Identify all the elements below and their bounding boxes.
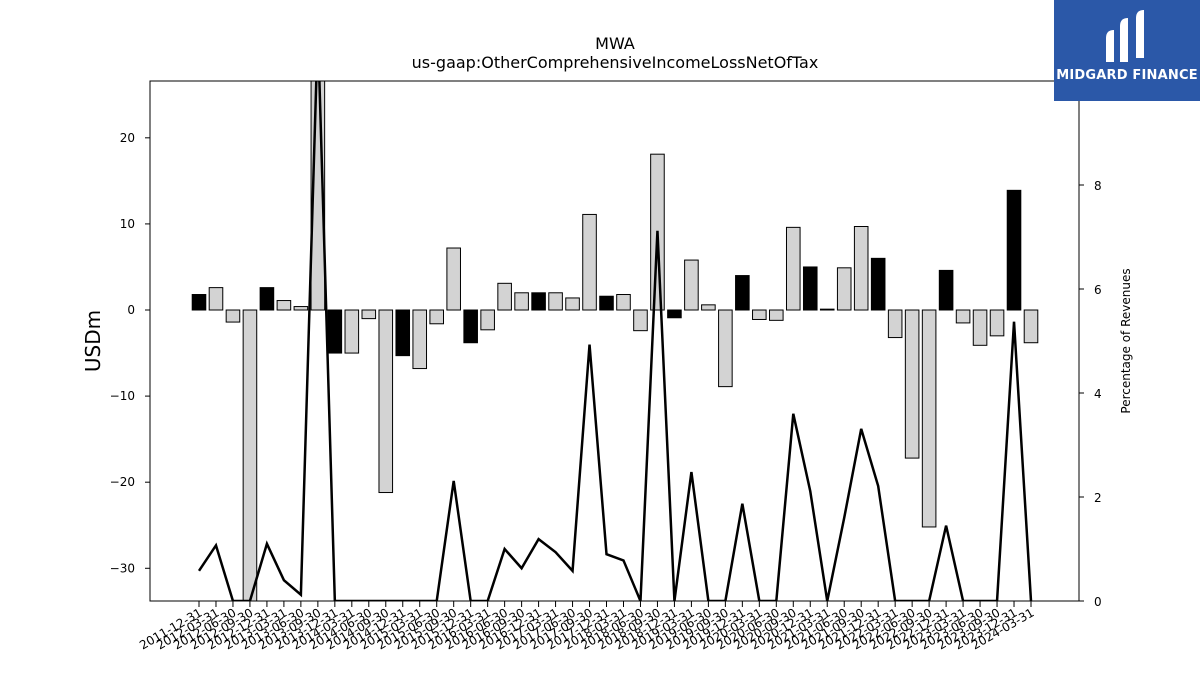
bar <box>684 259 699 311</box>
bar <box>904 309 920 459</box>
bar-series <box>191 81 1039 601</box>
x-axis: 2011-12-312012-03-312012-06-302012-09-30… <box>137 601 1037 652</box>
bar <box>616 294 631 311</box>
bar <box>870 257 886 311</box>
y2-tick-label: 4 <box>1094 387 1102 401</box>
y2-axis: 0 2 4 6 8 <box>1079 179 1102 609</box>
bar <box>633 309 648 332</box>
bar <box>361 309 377 320</box>
bar <box>921 309 937 528</box>
bar <box>531 292 546 311</box>
logo-text: MIDGARD FINANCE <box>1056 68 1198 83</box>
bar <box>327 309 343 354</box>
bar <box>667 309 682 319</box>
bar <box>242 309 258 601</box>
revenue-percentage-line <box>197 81 1033 601</box>
bar <box>480 309 495 331</box>
bar <box>395 309 411 357</box>
y-tick-label: −30 <box>110 561 135 575</box>
bar <box>599 295 614 311</box>
line-series <box>197 81 1033 601</box>
bar <box>836 267 852 311</box>
bar <box>429 309 445 325</box>
bar <box>938 269 954 311</box>
bar <box>701 304 716 311</box>
bar <box>293 306 309 311</box>
plot-frame <box>149 80 1080 602</box>
bar <box>259 287 275 311</box>
bar <box>582 213 597 311</box>
y-tick-label: 0 <box>127 303 135 317</box>
bar <box>972 309 988 346</box>
bar <box>191 294 207 311</box>
y-tick-label: −10 <box>110 389 135 403</box>
bar <box>735 275 750 311</box>
bar <box>276 300 292 311</box>
bar <box>853 226 869 311</box>
y-tick-label: −20 <box>110 475 135 489</box>
y2-tick-label: 0 <box>1094 595 1102 609</box>
bar <box>412 309 428 370</box>
bar <box>548 292 563 311</box>
bar <box>208 287 224 311</box>
bar <box>785 226 801 311</box>
bar <box>514 292 529 311</box>
bar <box>446 247 461 311</box>
y-tick-label: 20 <box>120 131 135 145</box>
midgard-logo-icon <box>1106 10 1144 62</box>
chart-subtitle: us-gaap:OtherComprehensiveIncomeLossNetO… <box>412 53 819 72</box>
y2-axis-label: Percentage of Revenues <box>1119 268 1133 413</box>
bar <box>989 309 1005 337</box>
y-axis-label: USDm <box>81 310 105 372</box>
bar <box>344 309 360 354</box>
y2-tick-label: 2 <box>1094 491 1102 505</box>
bar <box>565 297 580 311</box>
bar <box>463 309 478 344</box>
bar <box>955 309 971 324</box>
y2-tick-label: 6 <box>1094 283 1102 297</box>
bar <box>752 309 767 320</box>
midgard-finance-logo: MIDGARD FINANCE <box>1054 0 1200 101</box>
y-axis: 20 10 0 −10 −20 −30 <box>110 131 150 575</box>
chart-title: MWA <box>595 34 635 53</box>
bar <box>497 282 512 311</box>
bar <box>819 308 835 311</box>
bar <box>718 309 733 388</box>
bar <box>225 309 241 323</box>
y-tick-label: 10 <box>120 217 135 231</box>
bar <box>1023 309 1039 344</box>
bar <box>378 309 394 494</box>
bar <box>1006 189 1022 311</box>
bar <box>887 309 903 339</box>
y2-tick-label: 8 <box>1094 179 1102 193</box>
bar <box>769 309 784 321</box>
bar <box>802 266 818 311</box>
